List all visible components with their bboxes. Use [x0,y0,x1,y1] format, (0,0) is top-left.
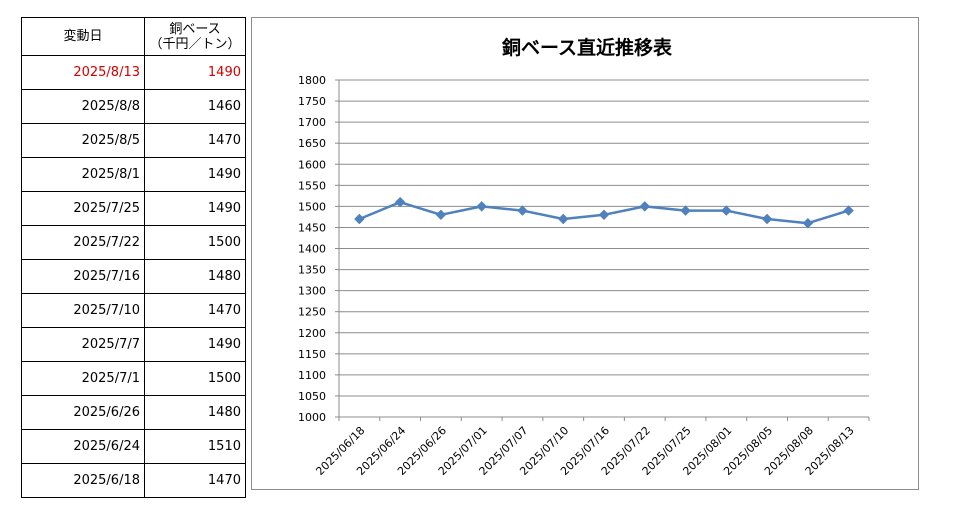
row-date: 2025/7/1 [21,361,145,396]
row-value: 1480 [144,259,246,294]
row-value: 1470 [144,463,246,498]
row-date: 2025/7/16 [21,259,145,294]
row-date: 2025/7/7 [21,327,145,362]
row-value: 1510 [144,429,246,464]
y-tick-label: 1150 [298,348,326,361]
row-date: 2025/8/1 [21,157,145,192]
data-point [435,209,447,221]
row-date: 2025/8/13 [21,55,145,90]
header-date: 変動日 [21,17,145,56]
header-value-line2: （千円／トン） [149,36,241,52]
table-row: 2025/7/16 1480 [21,259,246,294]
table-row: 2025/6/26 1480 [21,395,246,430]
data-point [476,201,487,212]
table-row: 2025/7/25 1490 [21,191,246,226]
row-value: 1470 [144,293,246,328]
chart-title: 銅ベース直近推移表 [502,36,673,59]
row-date: 2025/7/10 [21,293,145,328]
y-tick-label: 1100 [298,369,326,382]
data-point [721,205,732,216]
row-value: 1490 [144,157,246,192]
row-date: 2025/6/26 [21,395,145,430]
table-row: 2025/6/24 1510 [21,429,246,464]
data-point [761,213,773,225]
y-tick-label: 1800 [298,74,326,87]
y-tick-label: 1350 [298,264,326,277]
data-point [517,205,528,216]
data-point [639,201,650,212]
row-date: 2025/6/24 [21,429,145,464]
chart-frame: 銅ベース直近推移表 1000 1050 1100 1150 1200 1250 1300 135… [251,17,919,490]
table-row: 2025/7/10 1470 [21,293,246,328]
row-date: 2025/7/25 [21,191,145,226]
data-point [354,213,365,225]
row-date: 2025/8/5 [21,123,145,158]
header-value: 銅ベース （千円／トン） [144,17,246,56]
table-row: 2025/6/18 1470 [21,463,246,498]
row-date: 2025/6/18 [21,463,145,498]
table-row: 2025/8/8 1460 [21,89,246,124]
row-date: 2025/8/8 [21,89,145,124]
y-tick-label: 1600 [298,158,326,171]
row-value: 1490 [144,327,246,362]
y-tick-label: 1000 [298,411,326,424]
row-value: 1470 [144,123,246,158]
data-point [843,205,854,216]
y-tick-label: 1300 [298,285,326,298]
table-row: 2025/7/22 1500 [21,225,246,260]
y-tick-label: 1700 [298,116,326,129]
row-value: 1460 [144,89,246,124]
data-point [802,218,814,229]
y-tick-label: 1750 [298,95,326,108]
price-table: 変動日 銅ベース （千円／トン） 2025/8/13 1490 2025/8/8 14… [21,17,246,498]
row-value: 1480 [144,395,246,430]
table-header-row: 変動日 銅ベース （千円／トン） [21,17,246,56]
y-tick-label: 1200 [298,327,326,340]
y-tick-label: 1450 [298,221,326,234]
row-value: 1500 [144,225,246,260]
line-chart: 銅ベース直近推移表 1000 1050 1100 1150 1200 1250 1300 135… [298,36,870,478]
data-point [558,213,569,225]
data-point [598,209,610,221]
y-tick-label: 1050 [298,390,326,403]
y-tick-label: 1250 [298,306,326,319]
y-tick-label: 1550 [298,179,326,192]
data-point [680,205,691,216]
row-value: 1500 [144,361,246,396]
data-point [394,196,406,208]
y-tick-label: 1500 [298,200,326,213]
table-row: 2025/7/7 1490 [21,327,246,362]
table-body: 2025/8/13 1490 2025/8/8 1460 2025/8/5 1470 202… [21,55,246,498]
table-row: 2025/8/5 1470 [21,123,246,158]
y-tick-label: 1650 [298,137,326,150]
header-value-line1: 銅ベース [169,21,221,37]
row-value: 1490 [144,191,246,226]
row-value: 1490 [144,55,246,90]
table-row: 2025/8/1 1490 [21,157,246,192]
table-row: 2025/8/13 1490 [21,55,246,90]
row-date: 2025/7/22 [21,225,145,260]
table-row: 2025/7/1 1500 [21,361,246,396]
y-tick-label: 1400 [298,243,326,256]
